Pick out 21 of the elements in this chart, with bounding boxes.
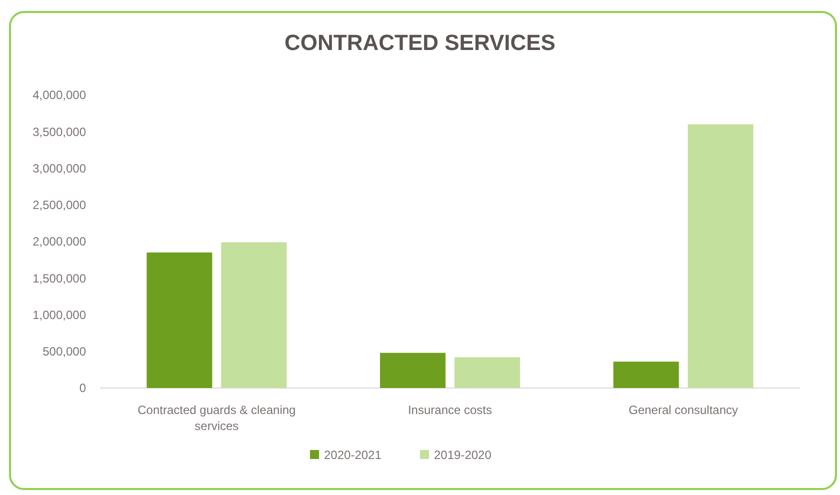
y-tick-label: 500,000 <box>42 344 86 359</box>
bar <box>380 352 446 388</box>
legend-label: 2020-2021 <box>324 448 382 462</box>
y-tick-label: 4,000,000 <box>32 88 86 102</box>
legend-label: 2019-2020 <box>434 448 492 462</box>
chart-title: CONTRACTED SERVICES <box>284 30 556 55</box>
x-tick-label: General consultancy <box>628 403 738 417</box>
y-tick-label: 2,000,000 <box>32 234 86 249</box>
bar <box>613 362 679 388</box>
x-tick-label: Insurance costs <box>408 403 492 417</box>
y-tick-label: 3,000,000 <box>32 161 86 176</box>
bar <box>221 242 287 388</box>
y-tick-label: 0 <box>79 381 86 396</box>
y-tick-label: 1,000,000 <box>32 308 86 322</box>
x-tick-label: Contracted guards & cleaning services <box>138 403 296 433</box>
bar <box>146 252 212 388</box>
y-tick-label: 1,500,000 <box>32 271 86 286</box>
bar <box>688 124 754 388</box>
y-tick-label: 3,500,000 <box>32 124 86 139</box>
bar <box>454 357 520 388</box>
y-tick-label: 2,500,000 <box>32 198 86 212</box>
